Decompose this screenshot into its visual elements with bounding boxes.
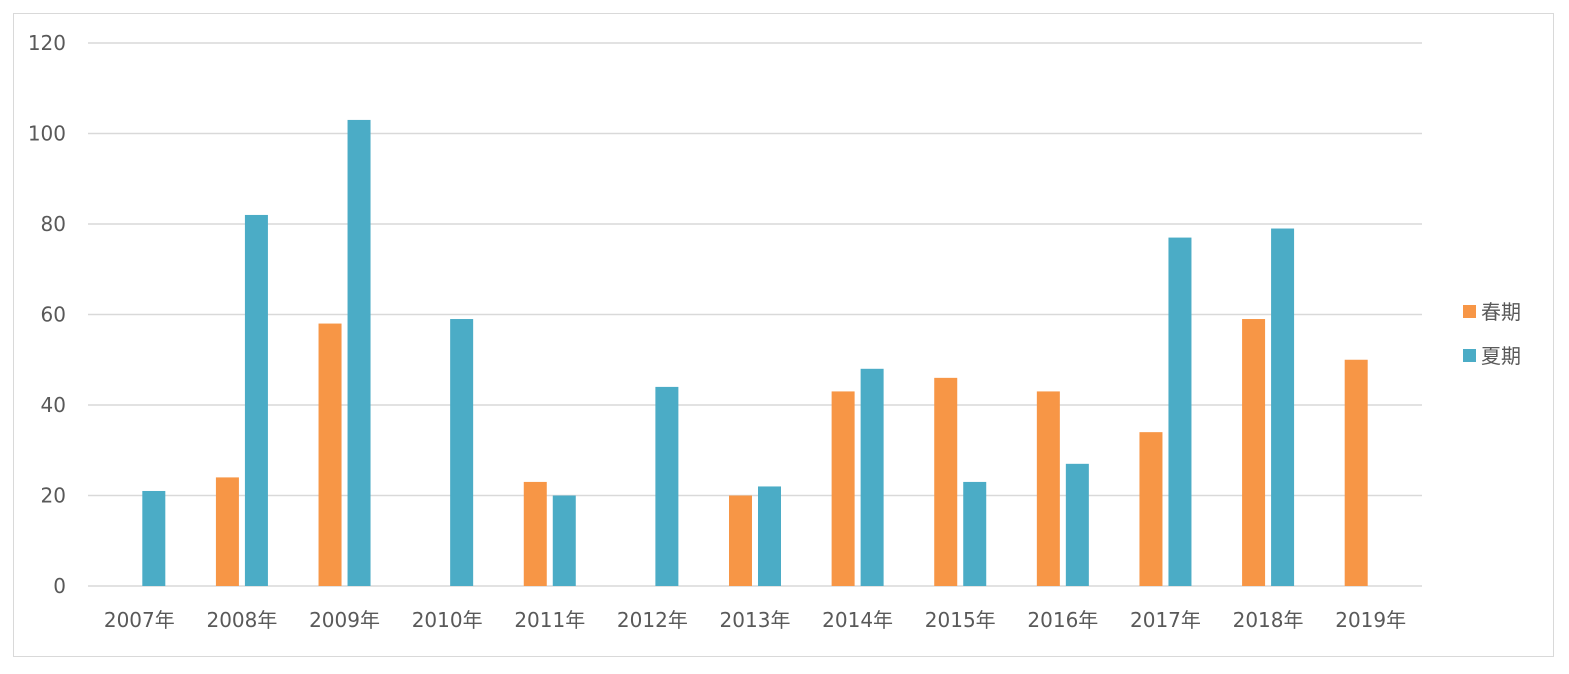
y-tick-label: 80	[41, 212, 66, 236]
x-tick-label: 2017年	[1130, 608, 1201, 632]
bar-spring-2011年	[523, 481, 547, 586]
gridlines	[88, 42, 1422, 587]
y-tick-label: 40	[41, 393, 66, 417]
bar-spring-2019年	[1344, 359, 1368, 586]
bar-spring-2017年	[1139, 432, 1163, 586]
bar-summer-2015年	[963, 481, 987, 586]
x-tick-label: 2016年	[1027, 608, 1098, 632]
x-tick-label: 2013年	[720, 608, 791, 632]
legend-swatch-spring	[1463, 305, 1476, 318]
y-tick-label: 60	[41, 303, 66, 327]
x-tick-label: 2007年	[104, 608, 175, 632]
x-tick-label: 2019年	[1335, 608, 1406, 632]
y-axis-labels: 0 20 40 60 80 100 120	[28, 31, 66, 598]
bars	[142, 119, 1368, 587]
x-tick-label: 2009年	[309, 608, 380, 632]
y-tick-label: 120	[28, 31, 66, 55]
x-tick-label: 2010年	[412, 608, 483, 632]
bar-summer-2016年	[1065, 463, 1089, 586]
bar-spring-2015年	[934, 377, 958, 586]
y-tick-label: 0	[53, 574, 66, 598]
bar-spring-2013年	[729, 495, 752, 586]
bar-summer-2011年	[552, 495, 576, 586]
bar-spring-2009年	[318, 323, 342, 586]
bar-summer-2012年	[655, 386, 679, 586]
bar-spring-2016年	[1036, 391, 1060, 586]
x-axis-labels: 2007年 2008年 2009年 2010年 2011年 2012年 2013年 2014年…	[104, 608, 1406, 632]
bar-summer-2010年	[450, 319, 474, 586]
chart-frame	[13, 13, 1554, 657]
x-tick-label: 2011年	[514, 608, 585, 632]
bar-summer-2014年	[860, 368, 884, 586]
bar-summer-2007年	[142, 490, 166, 586]
bar-spring-2014年	[831, 391, 855, 586]
x-tick-label: 2008年	[206, 608, 277, 632]
x-tick-label: 2012年	[617, 608, 688, 632]
bar-summer-2009年	[347, 119, 371, 587]
bar-summer-2008年	[244, 214, 268, 586]
legend-label-spring: 春期	[1481, 300, 1521, 324]
bar-summer-2017年	[1168, 237, 1192, 586]
bar-spring-2018年	[1242, 319, 1266, 586]
x-tick-label: 2018年	[1233, 608, 1304, 632]
x-tick-label: 2015年	[925, 608, 996, 632]
y-tick-label: 100	[28, 122, 66, 146]
y-tick-label: 20	[41, 484, 66, 508]
bar-summer-2018年	[1271, 228, 1295, 586]
x-tick-label: 2014年	[822, 608, 893, 632]
legend-label-summer: 夏期	[1481, 344, 1521, 368]
bar-spring-2008年	[215, 477, 239, 586]
legend-swatch-summer	[1463, 349, 1476, 362]
bar-summer-2013年	[758, 486, 781, 586]
